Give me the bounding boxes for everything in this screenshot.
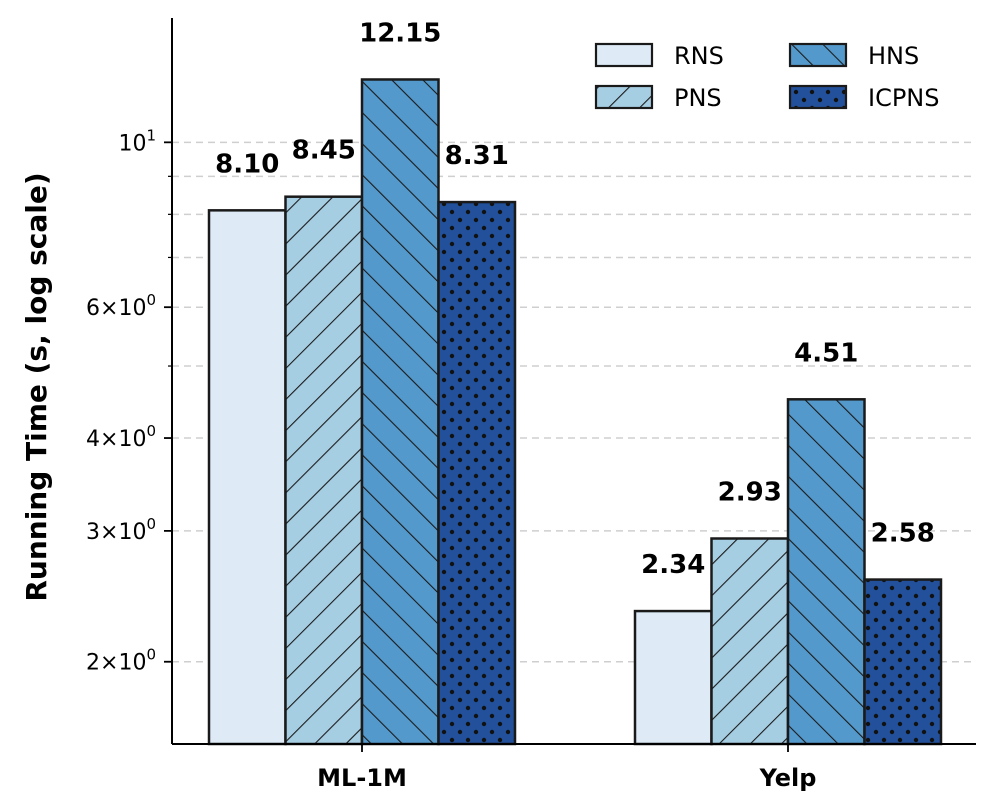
y-tick-label: 4×100 [86, 422, 156, 452]
bar-hatch-hns-ml-1m [362, 79, 439, 744]
bar-hatch-pns-yelp [711, 538, 788, 744]
legend-swatch-outline [594, 84, 654, 110]
bar-rns-yelp [635, 611, 712, 744]
y-tick-label: 6×100 [86, 291, 156, 321]
value-label-hns-yelp: 4.51 [794, 338, 858, 368]
bar-hatch-icpns-yelp [864, 579, 941, 744]
value-label-icpns-ml-1m: 8.31 [445, 141, 509, 171]
value-label-rns-yelp: 2.34 [641, 550, 705, 580]
y-tick-label: 101 [118, 126, 156, 156]
y-axis-label: Running Time (s, log scale) [20, 172, 53, 601]
y-tick-label: 3×100 [86, 515, 156, 545]
legend-label-hns: HNS [868, 42, 919, 70]
x-category-label: ML-1M [317, 764, 407, 792]
legend-swatch-hatch-pns [596, 86, 652, 108]
bar-hatch-pns-ml-1m [285, 196, 362, 745]
legend-label-rns: RNS [674, 42, 724, 70]
axes: 2×100 3×100 4×100 6×100 101 ML-1M Yelp [86, 18, 976, 792]
legend-label-icpns: ICPNS [868, 84, 940, 112]
bar-hatch-icpns-ml-1m [438, 202, 515, 744]
legend-swatch-hatch-icpns [790, 86, 846, 108]
value-label-rns-ml-1m: 8.10 [215, 149, 279, 179]
value-label-icpns-yelp: 2.58 [871, 519, 935, 549]
legend-swatch-rns [596, 44, 652, 66]
y-tick-label: 2×100 [86, 646, 156, 676]
legend-label-pns: PNS [674, 84, 722, 112]
x-category-label: Yelp [759, 764, 817, 792]
value-labels: 8.10 2.34 8.45 2.93 12.15 4.51 8.31 2.58 [215, 18, 935, 580]
value-label-hns-ml-1m: 12.15 [359, 18, 441, 48]
bars [207, 78, 943, 746]
legend: RNS PNS HNS ICPNS [594, 42, 940, 112]
legend-swatch-hatch-hns [790, 44, 846, 66]
legend-swatch-outline [594, 42, 654, 68]
value-label-pns-ml-1m: 8.45 [292, 136, 356, 166]
legend-swatch-outline [788, 42, 848, 68]
legend-swatch-outline [788, 84, 848, 110]
bar-rns-ml-1m [209, 210, 286, 745]
value-label-pns-yelp: 2.93 [718, 478, 782, 508]
bar-hatch-hns-yelp [788, 399, 865, 744]
